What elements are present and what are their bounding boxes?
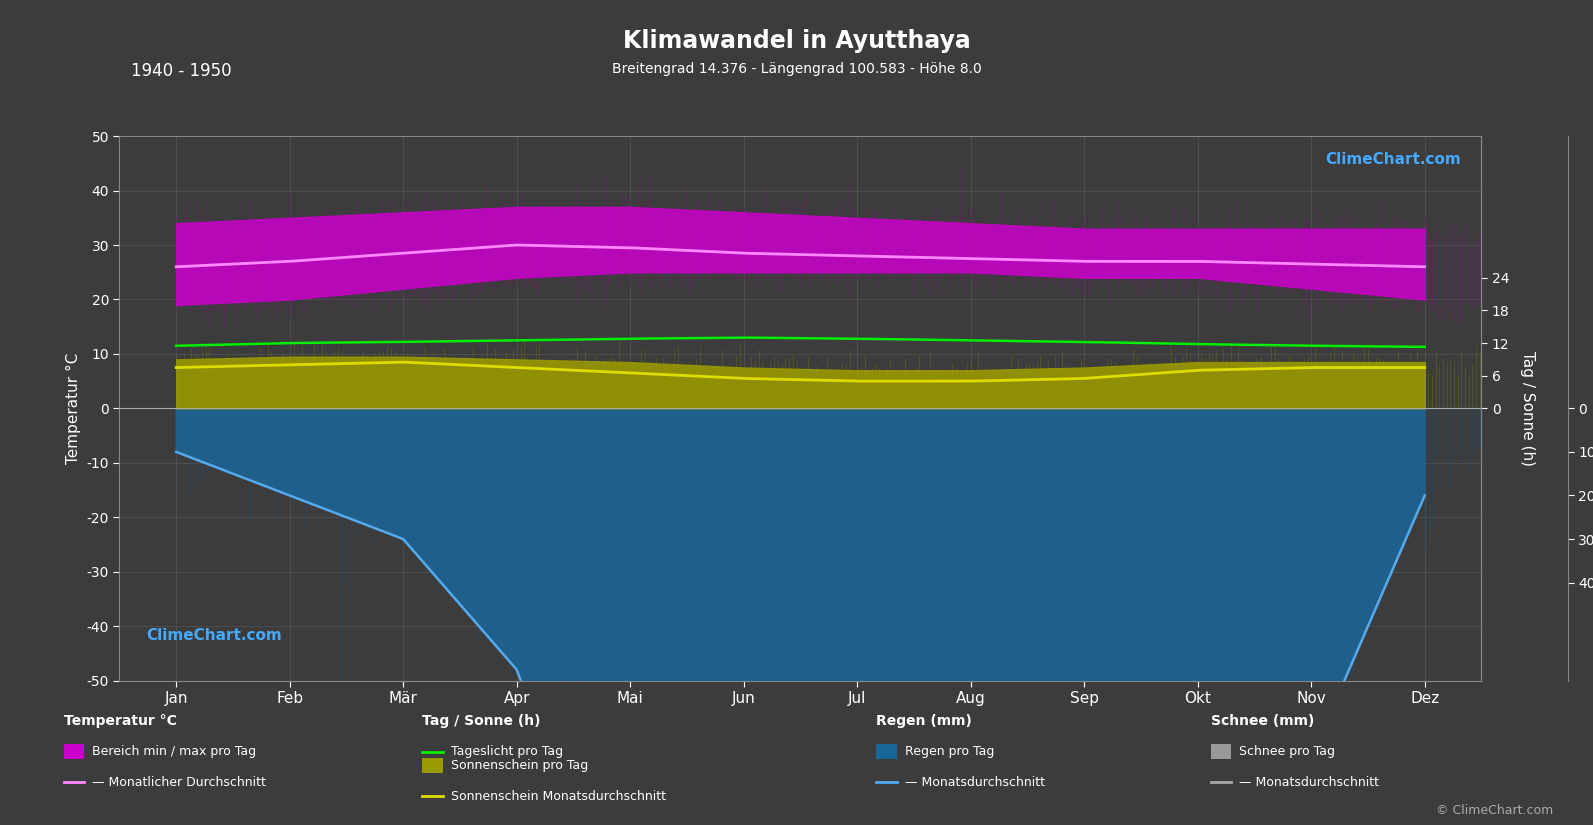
Text: © ClimeChart.com: © ClimeChart.com xyxy=(1435,804,1553,817)
Text: ClimeChart.com: ClimeChart.com xyxy=(1325,153,1461,167)
Text: Schnee (mm): Schnee (mm) xyxy=(1211,714,1314,728)
Text: — Monatsdurchschnitt: — Monatsdurchschnitt xyxy=(905,776,1045,789)
Text: Breitengrad 14.376 - Längengrad 100.583 - Höhe 8.0: Breitengrad 14.376 - Längengrad 100.583 … xyxy=(612,62,981,76)
Text: Regen (mm): Regen (mm) xyxy=(876,714,972,728)
Y-axis label: Temperatur °C: Temperatur °C xyxy=(65,353,81,464)
Text: Temperatur °C: Temperatur °C xyxy=(64,714,177,728)
Text: Regen pro Tag: Regen pro Tag xyxy=(905,745,994,758)
Text: Tag / Sonne (h): Tag / Sonne (h) xyxy=(422,714,540,728)
Text: Bereich min / max pro Tag: Bereich min / max pro Tag xyxy=(92,745,256,758)
Text: Schnee pro Tag: Schnee pro Tag xyxy=(1239,745,1335,758)
Text: Tageslicht pro Tag: Tageslicht pro Tag xyxy=(451,745,562,758)
Text: Sonnenschein pro Tag: Sonnenschein pro Tag xyxy=(451,759,588,772)
Text: ClimeChart.com: ClimeChart.com xyxy=(147,628,282,643)
Text: — Monatsdurchschnitt: — Monatsdurchschnitt xyxy=(1239,776,1380,789)
Text: 1940 - 1950: 1940 - 1950 xyxy=(131,62,231,80)
Text: — Monatlicher Durchschnitt: — Monatlicher Durchschnitt xyxy=(92,776,266,789)
Text: Klimawandel in Ayutthaya: Klimawandel in Ayutthaya xyxy=(623,29,970,53)
Text: Sonnenschein Monatsdurchschnitt: Sonnenschein Monatsdurchschnitt xyxy=(451,790,666,803)
Y-axis label: Tag / Sonne (h): Tag / Sonne (h) xyxy=(1520,351,1534,466)
